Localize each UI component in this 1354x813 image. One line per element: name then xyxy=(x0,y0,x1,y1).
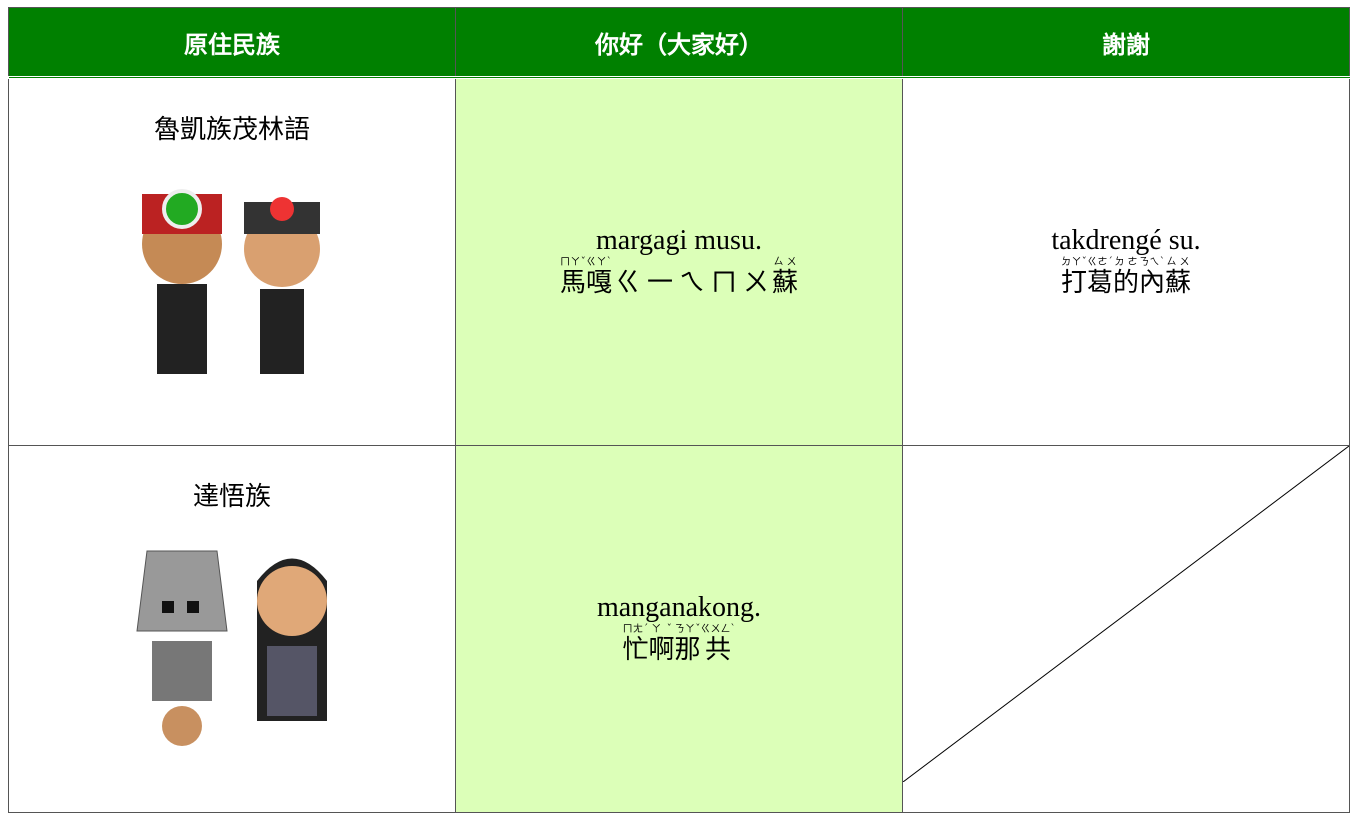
romanized: manganakong. xyxy=(596,592,762,623)
annotated-char: 共ㄍㄨㄥˋ xyxy=(700,624,736,665)
diagonal xyxy=(903,446,1349,782)
zhuyin: ㄋㄚˇ xyxy=(674,624,701,635)
char: ㄨ xyxy=(743,268,770,298)
annotated-char: 蘇ㄙㄨ xyxy=(772,257,799,298)
char: ㄇ xyxy=(711,268,738,298)
annotated-char: 啊ㄚˇ xyxy=(648,624,675,665)
zhuyin-line: 打ㄉㄚˇ葛ㄍㄜˊ的ㄉㄜ內ㄋㄟˋ蘇ㄙㄨ xyxy=(903,257,1349,299)
annotated-char: 忙ㄇㄤˊ xyxy=(622,624,649,665)
zhuyin: ㄇㄚˇ xyxy=(559,257,586,268)
empty-cell xyxy=(902,445,1350,813)
zhuyin: ㄍㄨㄥˋ xyxy=(700,624,736,635)
thanks-cell: takdrengé su. 打ㄉㄚˇ葛ㄍㄜˊ的ㄉㄜ內ㄋㄟˋ蘇ㄙㄨ xyxy=(902,77,1350,446)
char: 蘇 xyxy=(772,268,799,298)
tribe-cell: 魯凱族茂林語 xyxy=(8,77,456,446)
header-cell: 你好（大家好） xyxy=(455,7,903,79)
row: 達悟族 manganakong. 忙ㄇㄤˊ啊ㄚˇ那ㄋㄚˇ共ㄍㄨㄥˋ xyxy=(8,445,1350,813)
char: 啊 xyxy=(648,635,675,665)
zhuyin: ㄍㄜˊ xyxy=(1086,257,1113,268)
zhuyin-line: 忙ㄇㄤˊ啊ㄚˇ那ㄋㄚˇ共ㄍㄨㄥˋ xyxy=(456,624,902,666)
char: 內 xyxy=(1139,268,1166,298)
char: 馬 xyxy=(559,268,586,298)
illustration xyxy=(136,550,327,746)
char: 蘇 xyxy=(1165,268,1192,298)
annotated-char: 蘇ㄙㄨ xyxy=(1165,257,1192,298)
zhuyin: ㄙㄨ xyxy=(772,257,799,268)
char: 的 xyxy=(1112,268,1139,298)
tribe-name: 魯凱族茂林語 xyxy=(153,115,310,145)
annotated-char: 的ㄉㄜ xyxy=(1112,257,1139,298)
annotated-char: 葛ㄍㄜˊ xyxy=(1086,257,1113,298)
tribe-name: 達悟族 xyxy=(192,482,271,512)
header-row: 原住民族 你好（大家好） 謝謝 xyxy=(8,7,1350,79)
tribe-cell: 達悟族 xyxy=(8,445,456,813)
hello-cell: margagi musu. 馬ㄇㄚˇ嘎ㄍㄚˋㄍ一ㄟㄇㄨ蘇ㄙㄨ xyxy=(455,77,903,446)
zhuyin: ㄚˇ xyxy=(648,624,675,635)
romanized: margagi musu. xyxy=(596,225,762,256)
char: 一 xyxy=(646,268,673,298)
header-cell: 謝謝 xyxy=(902,7,1350,79)
romanized: takdrengé su. xyxy=(1051,225,1201,256)
char: 那 xyxy=(674,635,701,665)
hello-cell: manganakong. 忙ㄇㄤˊ啊ㄚˇ那ㄋㄚˇ共ㄍㄨㄥˋ xyxy=(455,445,903,813)
zhuyin: ㄍㄚˋ xyxy=(585,257,612,268)
zhuyin-line: 馬ㄇㄚˇ嘎ㄍㄚˋㄍ一ㄟㄇㄨ蘇ㄙㄨ xyxy=(456,257,902,299)
header-cell: 原住民族 xyxy=(8,7,456,79)
char: 共 xyxy=(700,635,736,665)
row: 魯凱族茂林語 margagi musu. 馬ㄇㄚˇ嘎ㄍㄚˋㄍ一ㄟㄇㄨ蘇ㄙㄨ ta… xyxy=(8,77,1350,446)
annotated-char: 那ㄋㄚˇ xyxy=(674,624,701,665)
zhuyin: ㄇㄤˊ xyxy=(622,624,649,635)
char: ㄍ xyxy=(614,268,641,298)
zhuyin: ㄉㄚˇ xyxy=(1060,257,1087,268)
greeting-table: 原住民族 你好（大家好） 謝謝 魯凱族茂林語 margagi musu. 馬ㄇㄚ… xyxy=(8,7,1350,813)
illustration xyxy=(142,189,320,374)
zhuyin: ㄋㄟˋ xyxy=(1139,257,1165,268)
zhuyin: ㄉㄜ xyxy=(1112,257,1139,268)
annotated-char: 打ㄉㄚˇ xyxy=(1060,257,1087,298)
annotated-char: 嘎ㄍㄚˋ xyxy=(585,257,612,298)
zhuyin: ㄙㄨ xyxy=(1165,257,1192,268)
char: ㄟ xyxy=(679,268,706,298)
page: 原住民族 你好（大家好） 謝謝 魯凱族茂林語 margagi musu. 馬ㄇㄚ… xyxy=(8,7,1350,813)
char: 忙 xyxy=(622,635,649,665)
char: 嘎 xyxy=(585,268,612,298)
char: 打 xyxy=(1060,268,1087,298)
annotated-char: 馬ㄇㄚˇ xyxy=(559,257,586,298)
annotated-char: 內ㄋㄟˋ xyxy=(1139,257,1166,298)
char: 葛 xyxy=(1086,268,1113,298)
